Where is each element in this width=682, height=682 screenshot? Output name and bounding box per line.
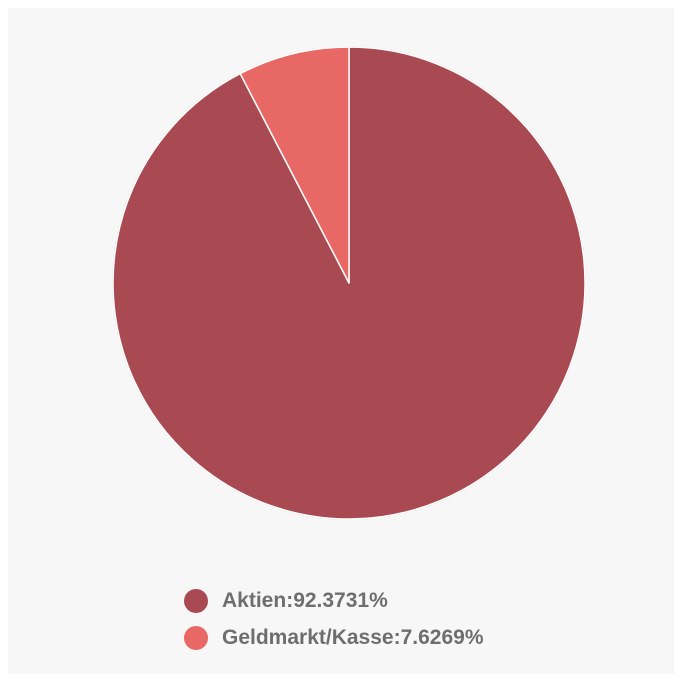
pie-chart — [112, 46, 586, 520]
legend-value-aktien: 92.3731 — [293, 588, 370, 612]
legend-swatch-aktien — [184, 588, 208, 613]
legend-unit: % — [464, 625, 484, 649]
chart-panel: Aktien: 92.3731 % Geldmarkt/Kasse: 7.626… — [8, 8, 674, 674]
legend-unit: % — [369, 588, 388, 612]
pie-slice-geldmarkt-kasse[interactable] — [239, 46, 350, 284]
legend-swatch-geldmarkt-kasse — [184, 625, 208, 650]
legend-label-geldmarkt-kasse: Geldmarkt/Kasse — [222, 625, 394, 649]
legend-item-aktien[interactable]: Aktien: 92.3731 % — [184, 582, 484, 619]
legend-value-geldmarkt-kasse: 7.6269 — [400, 625, 465, 649]
chart-legend: Aktien: 92.3731 % Geldmarkt/Kasse: 7.626… — [184, 582, 484, 656]
legend-label-aktien: Aktien — [222, 588, 287, 612]
legend-item-geldmarkt-kasse[interactable]: Geldmarkt/Kasse: 7.6269 % — [184, 619, 484, 656]
